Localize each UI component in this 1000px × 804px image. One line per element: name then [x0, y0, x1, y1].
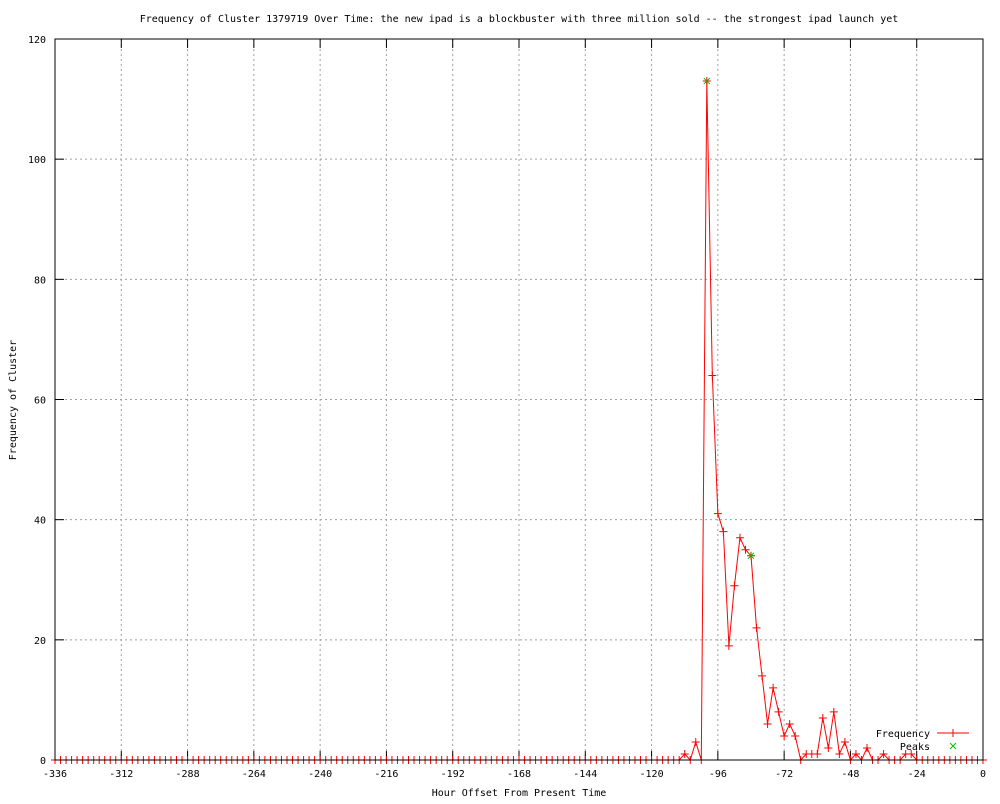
peak-point [747, 552, 755, 560]
x-tick-label: -144 [573, 769, 597, 780]
frequency-point [758, 671, 767, 680]
frequency-point [835, 749, 844, 758]
frequency-point [691, 737, 700, 746]
frequency-point [824, 743, 833, 752]
frequency-point [769, 683, 778, 692]
grid [55, 39, 983, 760]
plot-frame [54, 38, 984, 761]
y-tick-label: 60 [34, 396, 46, 407]
y-tick-label: 20 [34, 636, 46, 647]
x-tick-label: -264 [242, 769, 266, 780]
frequency-point [851, 749, 860, 758]
y-tick-label: 0 [40, 756, 46, 767]
y-axis-label: Frequency of Cluster [8, 340, 19, 460]
x-tick-label: -192 [441, 769, 465, 780]
x-tick-label: 0 [980, 769, 986, 780]
legend-peaks-label: Peaks [900, 742, 930, 753]
legend-frequency-label: Frequency [876, 729, 930, 740]
legend-peaks-marker [949, 742, 957, 750]
frequency-point [840, 737, 849, 746]
x-tick-label: -240 [308, 769, 332, 780]
x-tick-label: -48 [841, 769, 859, 780]
x-tick-label: -216 [374, 769, 398, 780]
frequency-point [907, 749, 916, 758]
legend-frequency-marker [949, 729, 957, 737]
peak-point [703, 77, 711, 85]
chart-title: Frequency of Cluster 1379719 Over Time: … [140, 14, 899, 25]
y-tick-label: 80 [34, 275, 46, 286]
x-tick-label: -120 [640, 769, 664, 780]
frequency-point [713, 509, 722, 518]
y-tick-label: 120 [28, 35, 46, 46]
frequency-point [829, 707, 838, 716]
legend: Frequency Peaks [876, 729, 969, 753]
frequency-point [752, 623, 761, 632]
x-tick-label: -72 [775, 769, 793, 780]
frequency-point [780, 731, 789, 740]
frequency-point [774, 707, 783, 716]
frequency-point [785, 719, 794, 728]
y-tick-label: 100 [28, 155, 46, 166]
frequency-point [813, 749, 822, 758]
x-tick-label: -288 [176, 769, 200, 780]
frequency-point [719, 527, 728, 536]
frequency-point [818, 713, 827, 722]
frequency-point [763, 719, 772, 728]
x-axis-label: Hour Offset From Present Time [432, 788, 607, 799]
axis-ticks: -336 -312 -288 -264 -240 -216 -192 -168 -144 -120… [28, 35, 986, 780]
frequency-point [735, 533, 744, 542]
x-tick-label: -24 [908, 769, 926, 780]
frequency-point [680, 749, 689, 758]
x-tick-label: -96 [709, 769, 727, 780]
frequency-point [730, 581, 739, 590]
y-tick-label: 40 [34, 516, 46, 527]
x-tick-label: -336 [43, 769, 67, 780]
x-tick-label: -168 [507, 769, 531, 780]
frequency-point [708, 371, 717, 380]
x-tick-label: -312 [109, 769, 133, 780]
frequency-point [741, 545, 750, 554]
frequency-point [879, 749, 888, 758]
frequency-point [724, 641, 733, 650]
frequency-point [863, 743, 871, 752]
frequency-point [791, 731, 800, 740]
